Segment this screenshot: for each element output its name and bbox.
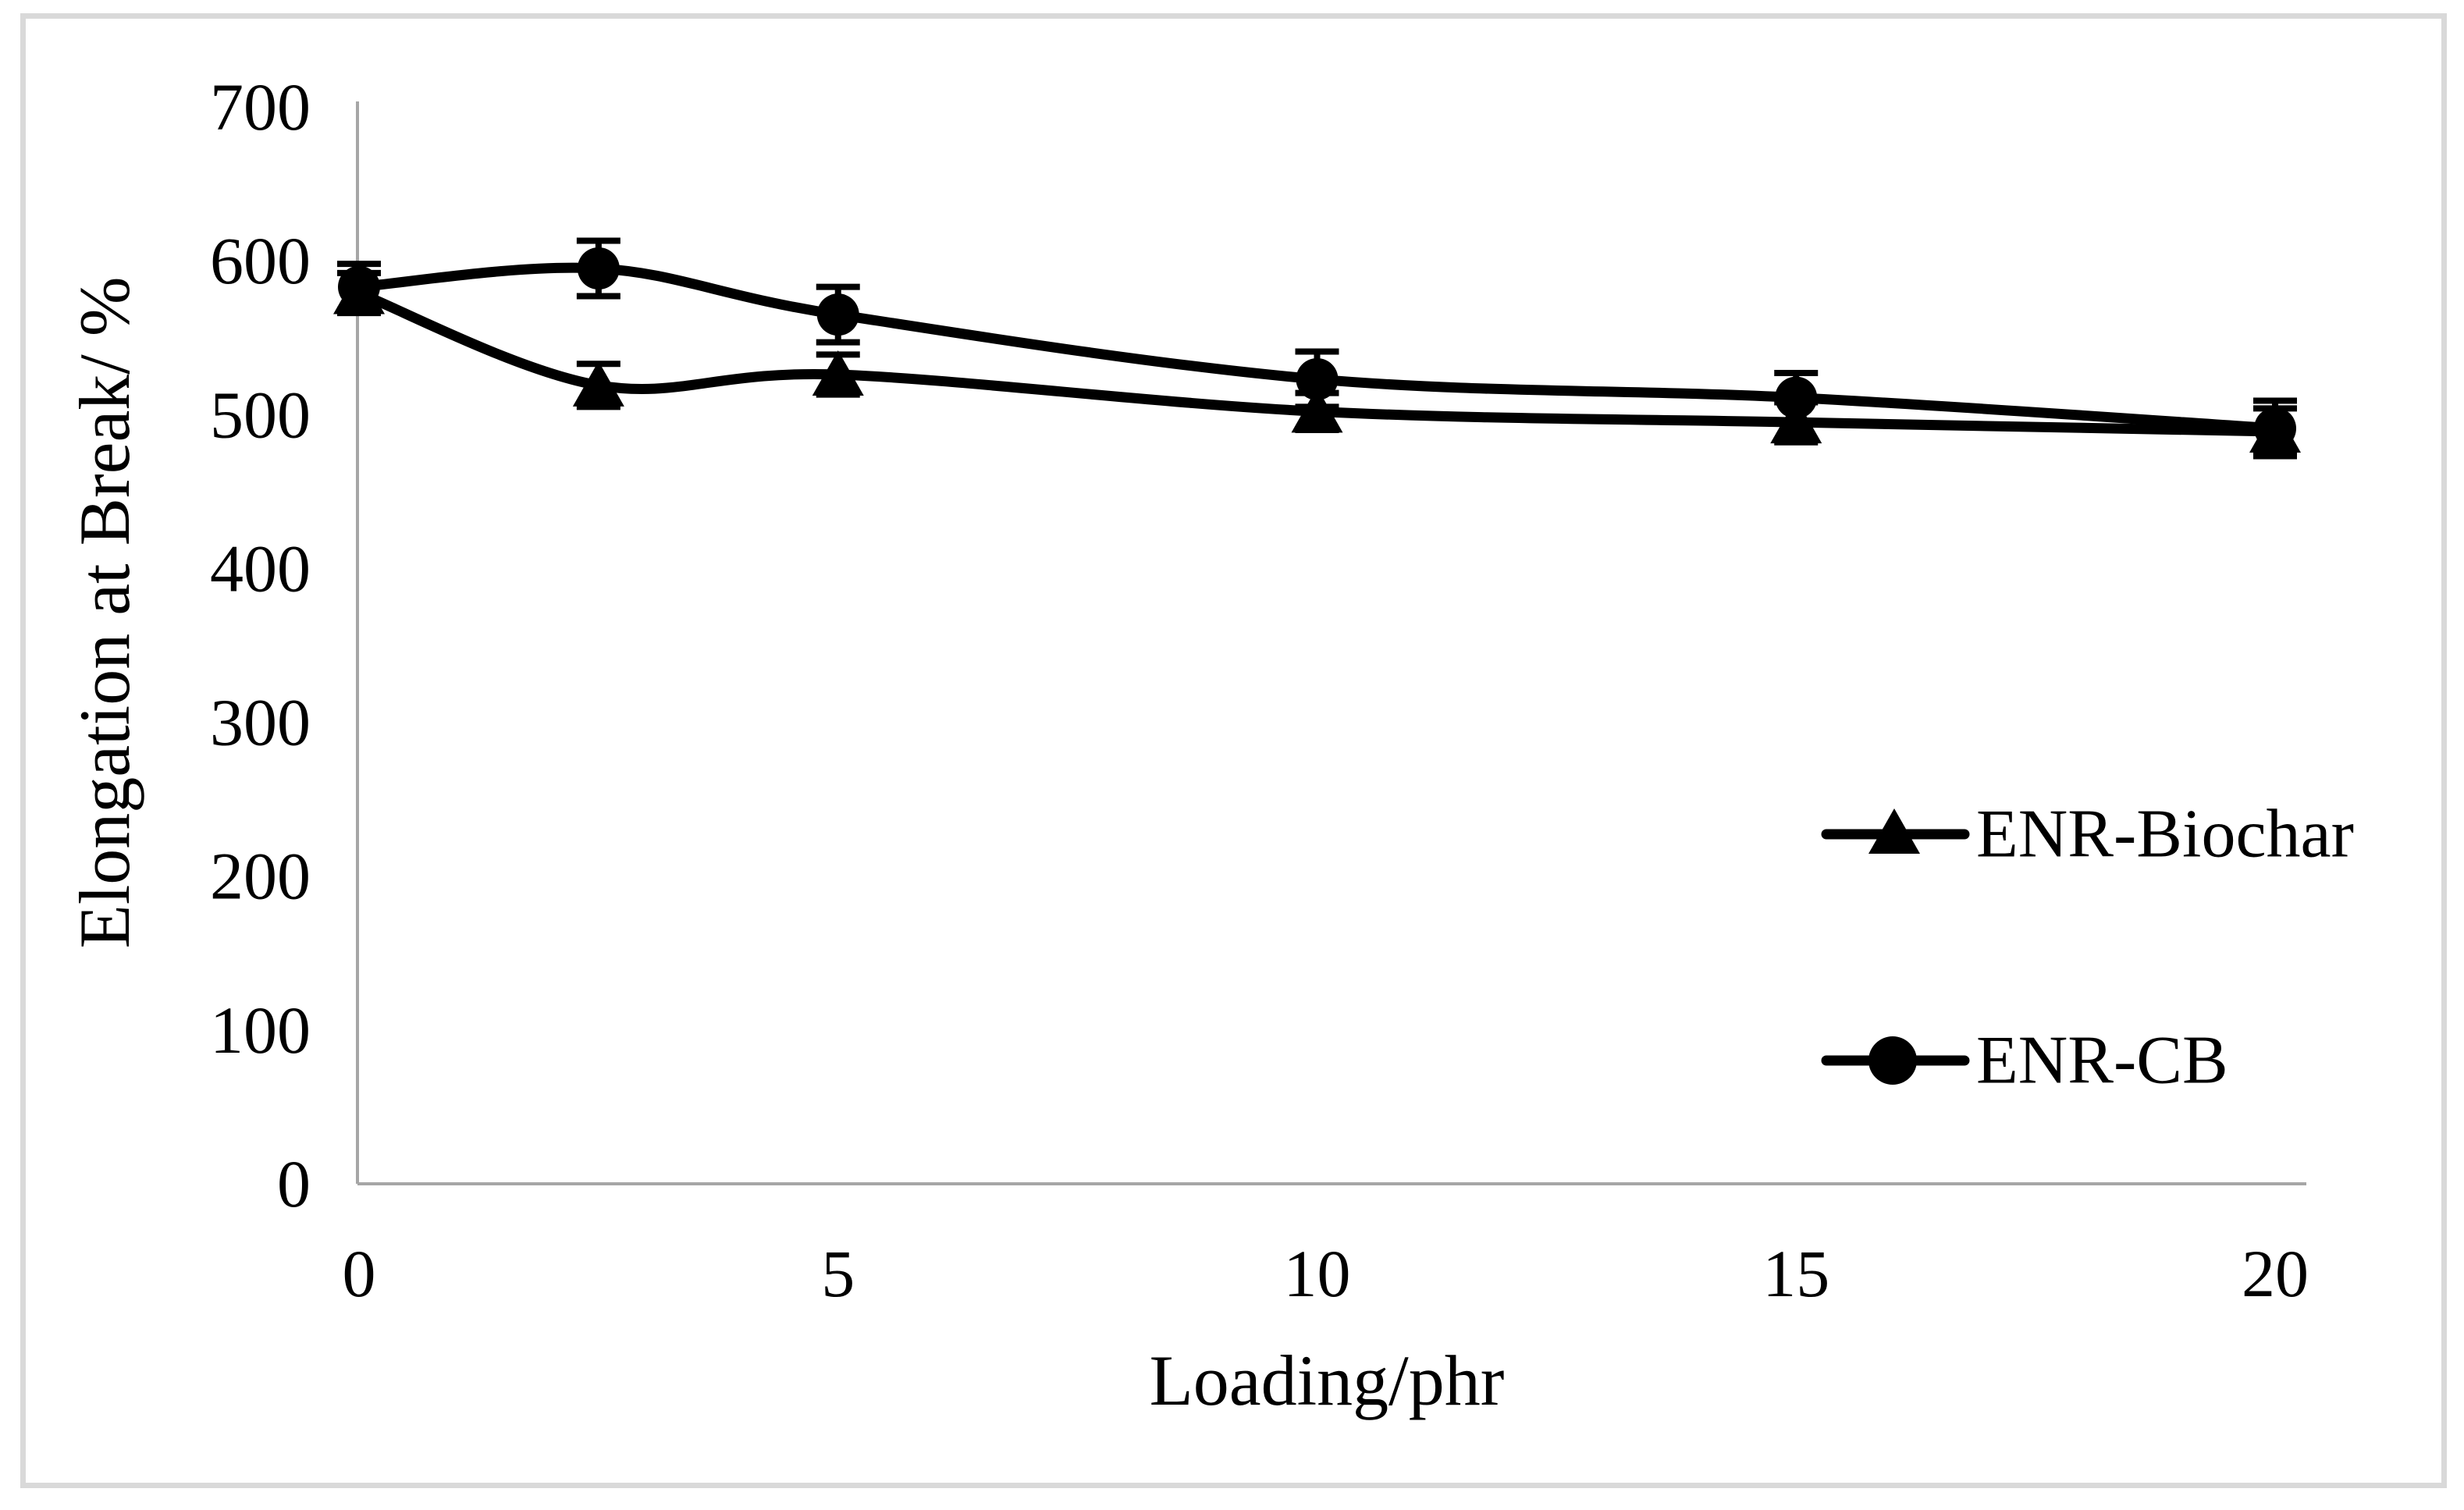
triangle-marker-icon [1868,808,1920,854]
y-tick-label: 500 [210,377,311,452]
circle-marker-icon [1775,376,1818,419]
circle-marker-icon [816,293,859,336]
x-tick-label: 20 [2242,1236,2309,1311]
x-tick-label: 10 [1284,1236,1351,1311]
triangle-marker-icon [812,350,864,396]
triangle-marker-icon [572,361,624,407]
triangle-marker-icon [1291,387,1343,433]
y-tick-label: 0 [277,1146,311,1221]
markers-ENR-CB [338,247,2296,450]
circle-marker-icon [1868,1036,1917,1085]
y-tick-label: 700 [210,69,311,144]
y-axis-title: Elongation at Break/ % [65,277,144,949]
y-tick-label: 200 [210,839,311,914]
legend-entry-enr-cb: ENR-CB [1821,1023,2228,1099]
x-tick-label: 15 [1762,1236,1829,1311]
circle-marker-icon [338,265,380,308]
legend: ENR-Biochar ENR-CB [1821,797,2354,1099]
x-tick-label: 5 [821,1236,855,1311]
plot-series [333,237,2301,460]
triangle-marker-icon [1770,398,1822,444]
legend-label-enr-biochar: ENR-Biochar [1976,797,2354,872]
x-axis-title: Loading/phr [1150,1341,1505,1420]
y-tick-label: 300 [210,685,311,760]
y-tick-label: 600 [210,223,311,298]
y-tick-label: 100 [210,993,311,1068]
circle-marker-icon [577,247,620,290]
legend-label-enr-cb: ENR-CB [1976,1023,2228,1099]
y-tick-label: 400 [210,531,311,606]
circle-marker-icon [2254,407,2296,450]
circle-marker-icon [1296,357,1339,400]
legend-entry-enr-biochar: ENR-Biochar [1821,797,2354,872]
axes: 0 100 200 300 400 500 600 700 0 5 10 15 20 [210,69,2309,1311]
x-tick-label: 0 [343,1236,376,1311]
